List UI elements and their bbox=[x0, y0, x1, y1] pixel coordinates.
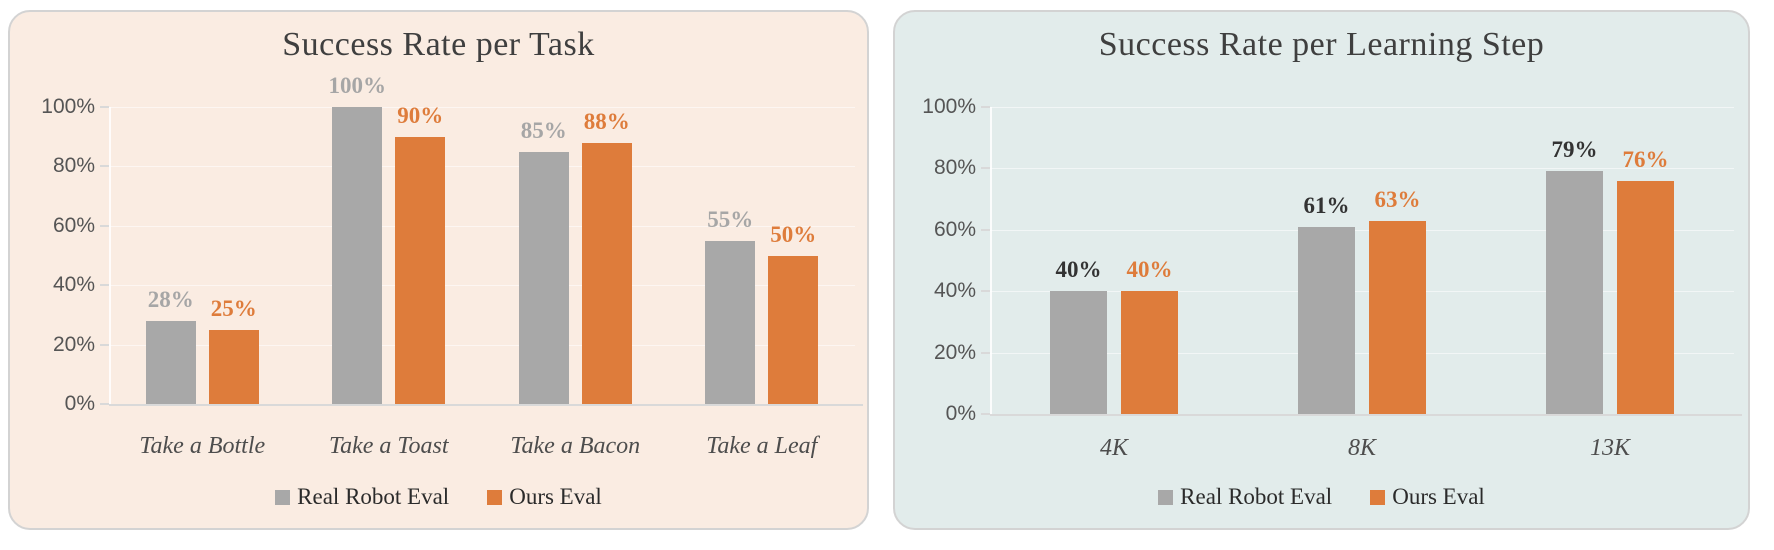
bar-value-label: 55% bbox=[707, 206, 754, 232]
bar-ours bbox=[1121, 291, 1178, 414]
bar-value-label: 76% bbox=[1622, 146, 1669, 172]
bar-value-label: 50% bbox=[770, 221, 817, 247]
legend-item-ours-eval: Ours Eval bbox=[1370, 484, 1485, 510]
y-tickmark bbox=[981, 167, 990, 170]
legend-swatch-real-robot-icon bbox=[275, 489, 291, 505]
legend-label-real-robot-eval: Real Robot Eval bbox=[297, 484, 450, 509]
y-tickmark bbox=[100, 403, 109, 405]
y-gridline bbox=[109, 344, 855, 346]
y-gridline bbox=[990, 107, 1734, 108]
legend-item-real-robot-eval: Real Robot Eval bbox=[1158, 484, 1332, 510]
bar-real-robot bbox=[1546, 171, 1603, 414]
bar-real-robot bbox=[1298, 226, 1355, 414]
y-tick-label: 0% bbox=[945, 402, 976, 425]
bar-value-label: 40% bbox=[1055, 257, 1102, 283]
y-axis-line bbox=[990, 107, 992, 414]
bar-ours bbox=[768, 255, 819, 404]
bar-real-robot bbox=[705, 240, 756, 404]
y-tick-label: 60% bbox=[933, 217, 976, 241]
y-tickmark bbox=[981, 106, 990, 108]
x-axis-baseline bbox=[990, 414, 1742, 416]
bar-value-label: 25% bbox=[210, 295, 257, 321]
legend-swatch-ours-icon bbox=[1370, 489, 1386, 505]
bar-ours bbox=[1369, 220, 1426, 414]
legend-label-ours-eval: Ours Eval bbox=[509, 484, 602, 509]
category-label: 4K bbox=[1099, 435, 1129, 461]
legend-learning-step: Real Robot Eval Ours Eval bbox=[895, 484, 1748, 510]
y-axis-line bbox=[109, 107, 111, 404]
category-label: Take a Toast bbox=[328, 433, 449, 459]
y-tick-label: 20% bbox=[933, 340, 976, 364]
category-label: Take a Bottle bbox=[139, 433, 266, 459]
y-gridline bbox=[990, 291, 1734, 293]
bar-real-robot bbox=[518, 151, 569, 404]
x-axis-baseline bbox=[109, 404, 863, 406]
bar-real-robot bbox=[332, 107, 383, 404]
bar-ours bbox=[395, 136, 446, 404]
y-tick-label: 40% bbox=[933, 279, 976, 303]
legend-swatch-real-robot-icon bbox=[1158, 489, 1174, 505]
bar-value-label: 88% bbox=[583, 108, 630, 134]
bar-value-label: 90% bbox=[397, 102, 444, 128]
category-label: 8K bbox=[1347, 435, 1377, 461]
y-tick-label: 80% bbox=[52, 154, 95, 178]
bar-value-label: 61% bbox=[1303, 192, 1350, 218]
y-tickmark bbox=[981, 290, 990, 293]
y-tick-label: 40% bbox=[52, 273, 95, 297]
legend-label-real-robot-eval: Real Robot Eval bbox=[1180, 484, 1333, 509]
y-gridline bbox=[990, 229, 1734, 231]
y-tick-label: 100% bbox=[41, 95, 95, 118]
y-gridline bbox=[109, 225, 855, 227]
y-tickmark bbox=[981, 228, 990, 231]
chart-panel-task: Success Rate per Task 0% 20% 40% 60% 80% 100%… bbox=[8, 10, 869, 530]
legend-item-real-robot-eval: Real Robot Eval bbox=[275, 484, 449, 510]
y-tickmark bbox=[100, 165, 109, 168]
chart-title-learning-step: Success Rate per Learning Step bbox=[1098, 26, 1545, 63]
y-tickmark bbox=[981, 351, 990, 354]
y-tick-label: 100% bbox=[922, 95, 976, 118]
bar-ours bbox=[581, 142, 632, 404]
legend-task: Real Robot Eval Ours Eval bbox=[10, 484, 867, 510]
y-gridline bbox=[109, 107, 855, 108]
y-gridline bbox=[990, 168, 1734, 170]
category-label: 13K bbox=[1589, 435, 1631, 461]
y-tickmark bbox=[100, 106, 109, 108]
bar-real-robot bbox=[1050, 291, 1107, 414]
plot-area-learning-step: 0% 20% 40% 60% 80% 100% 4K 40% 40% 8K 61% 63% 13K 79%… bbox=[895, 12, 1748, 528]
legend-label-ours-eval: Ours Eval bbox=[1392, 484, 1485, 509]
y-tickmark bbox=[100, 284, 109, 287]
chart-title-task: Success Rate per Task bbox=[282, 26, 595, 63]
legend-item-ours-eval: Ours Eval bbox=[487, 484, 602, 510]
bar-value-label: 63% bbox=[1374, 186, 1421, 212]
plot-area-task: 0% 20% 40% 60% 80% 100% Take a Bottle 28% 25% Tak… bbox=[10, 12, 867, 528]
bar-value-label: 28% bbox=[147, 286, 194, 312]
y-gridline bbox=[990, 352, 1734, 354]
y-tickmark bbox=[981, 413, 990, 415]
chart-panel-learning-step: Success Rate per Learning Step 0% 20% 40% 6… bbox=[893, 10, 1750, 530]
y-tick-label: 0% bbox=[64, 392, 95, 415]
bar-ours bbox=[1617, 180, 1674, 414]
y-gridline bbox=[109, 166, 855, 168]
y-tick-label: 80% bbox=[933, 156, 976, 180]
y-gridline bbox=[109, 285, 855, 287]
y-tickmark bbox=[100, 224, 109, 227]
y-tick-label: 60% bbox=[52, 213, 95, 237]
category-label: Take a Leaf bbox=[706, 433, 818, 459]
bar-value-label: 100% bbox=[328, 73, 387, 98]
bar-ours bbox=[208, 329, 259, 404]
bar-value-label: 79% bbox=[1551, 137, 1598, 163]
bar-value-label: 40% bbox=[1126, 257, 1173, 283]
bar-value-label: 85% bbox=[520, 117, 567, 143]
y-tickmark bbox=[100, 343, 109, 346]
y-tick-label: 20% bbox=[52, 332, 95, 356]
category-label: Take a Bacon bbox=[510, 433, 641, 459]
bar-real-robot bbox=[145, 320, 196, 404]
legend-swatch-ours-icon bbox=[487, 489, 503, 505]
